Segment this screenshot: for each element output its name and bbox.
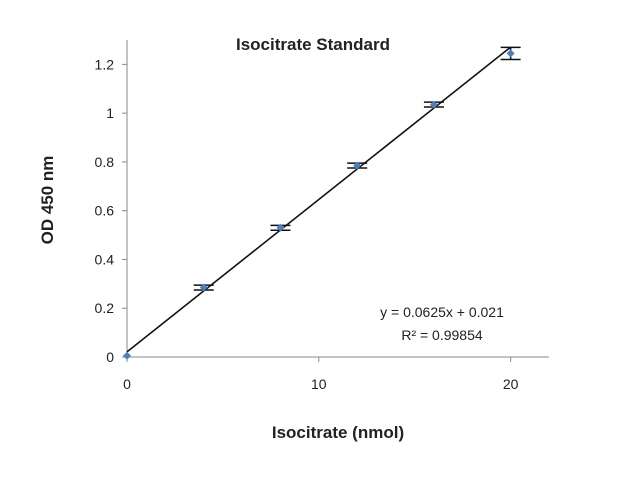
y-tick-label: 0.4 <box>95 251 115 267</box>
data-point <box>276 223 285 232</box>
y-tick-label: 1.2 <box>95 56 115 72</box>
chart-title: Isocitrate Standard <box>236 35 390 54</box>
x-tick-label: 10 <box>311 376 327 392</box>
x-tick-label: 20 <box>503 376 519 392</box>
data-point <box>123 351 131 360</box>
y-axis-title: OD 450 nm <box>38 156 57 245</box>
y-tick-label: 0.8 <box>95 154 115 170</box>
x-axis-title: Isocitrate (nmol) <box>272 423 404 442</box>
y-tick-label: 0.6 <box>95 203 115 219</box>
data-point <box>199 283 208 292</box>
data-point <box>353 161 362 170</box>
x-tick-label: 0 <box>123 376 131 392</box>
y-ticks: 0 0.2 0.4 0.6 0.8 1 1.2 <box>95 56 127 365</box>
y-tick-label: 0 <box>106 349 114 365</box>
y-tick-label: 1 <box>106 105 114 121</box>
trendline <box>126 46 512 353</box>
y-tick-label: 0.2 <box>95 300 115 316</box>
x-ticks: 0 10 20 <box>123 357 519 392</box>
data-points <box>123 46 521 360</box>
data-point <box>506 49 515 58</box>
data-point <box>429 100 438 109</box>
equation-label: y = 0.0625x + 0.021 <box>380 304 504 320</box>
r-squared-label: R² = 0.99854 <box>401 327 483 343</box>
